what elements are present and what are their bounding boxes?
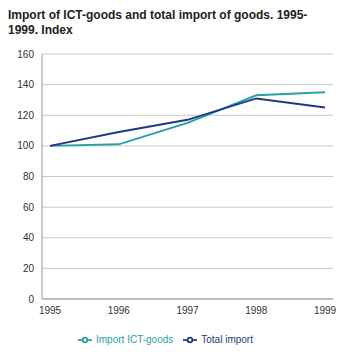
svg-text:80: 80 [23, 171, 35, 182]
html-text:Total import: Total import [201, 333, 253, 345]
html-text:Import of ICT-goods and total: Import of ICT-goods and total import of … [8, 8, 308, 37]
svg-text:160: 160 [17, 49, 34, 60]
svg-text:140: 140 [17, 79, 34, 90]
svg-text:120: 120 [17, 110, 34, 121]
svg-text:0: 0 [28, 294, 34, 305]
svg-text:1997: 1997 [176, 305, 199, 316]
svg-text:1999: 1999 [314, 305, 337, 316]
svg-text:1995: 1995 [39, 305, 62, 316]
svg-text:1996: 1996 [108, 305, 131, 316]
svg-text:20: 20 [23, 263, 35, 274]
svg-text:60: 60 [23, 202, 35, 213]
svg-text:100: 100 [17, 140, 34, 151]
svg-text:40: 40 [23, 232, 35, 243]
html-text:Import ICT-goods: Import ICT-goods [96, 333, 174, 345]
svg-text:1998: 1998 [245, 305, 268, 316]
